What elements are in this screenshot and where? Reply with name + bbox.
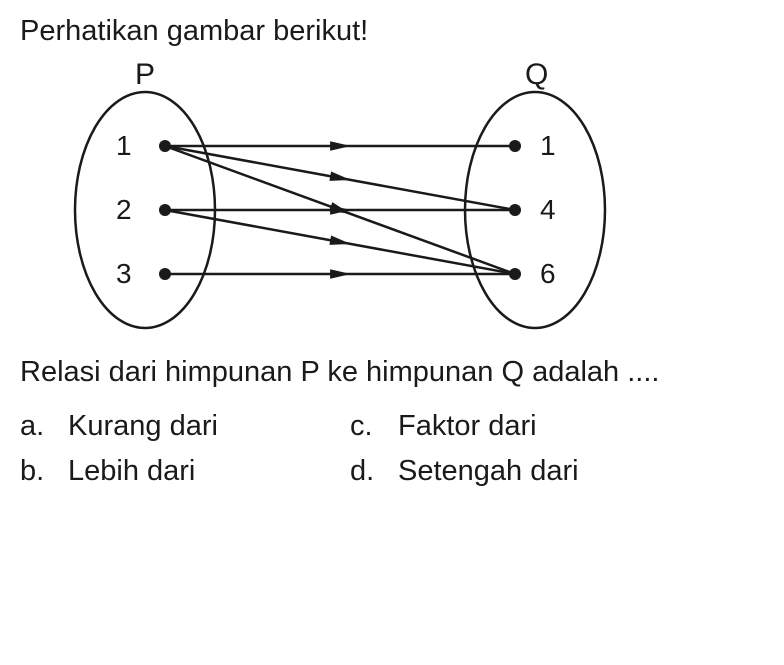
set-p-label: P	[135, 58, 155, 92]
option-c-letter: c.	[350, 410, 380, 443]
diagram-svg	[70, 88, 610, 333]
option-d-text: Setengah dari	[398, 455, 579, 488]
option-a-letter: a.	[20, 410, 50, 443]
option-d-letter: d.	[350, 455, 380, 488]
option-c: c. Faktor dari	[350, 410, 537, 443]
mapping-diagram: P Q 1 2 3 1 4 6	[70, 58, 610, 338]
option-b: b. Lebih dari	[20, 455, 300, 488]
option-d: d. Setengah dari	[350, 455, 579, 488]
option-b-text: Lebih dari	[68, 455, 195, 488]
title-text: Perhatikan gambar berikut!	[20, 15, 764, 48]
option-a-text: Kurang dari	[68, 410, 218, 443]
option-c-text: Faktor dari	[398, 410, 537, 443]
options-row-2: b. Lebih dari d. Setengah dari	[20, 455, 764, 488]
option-b-letter: b.	[20, 455, 50, 488]
option-a: a. Kurang dari	[20, 410, 300, 443]
options-container: a. Kurang dari c. Faktor dari b. Lebih d…	[20, 410, 764, 488]
set-q-label: Q	[525, 58, 548, 92]
options-row-1: a. Kurang dari c. Faktor dari	[20, 410, 764, 443]
question-text: Relasi dari himpunan P ke himpunan Q ada…	[20, 353, 764, 392]
